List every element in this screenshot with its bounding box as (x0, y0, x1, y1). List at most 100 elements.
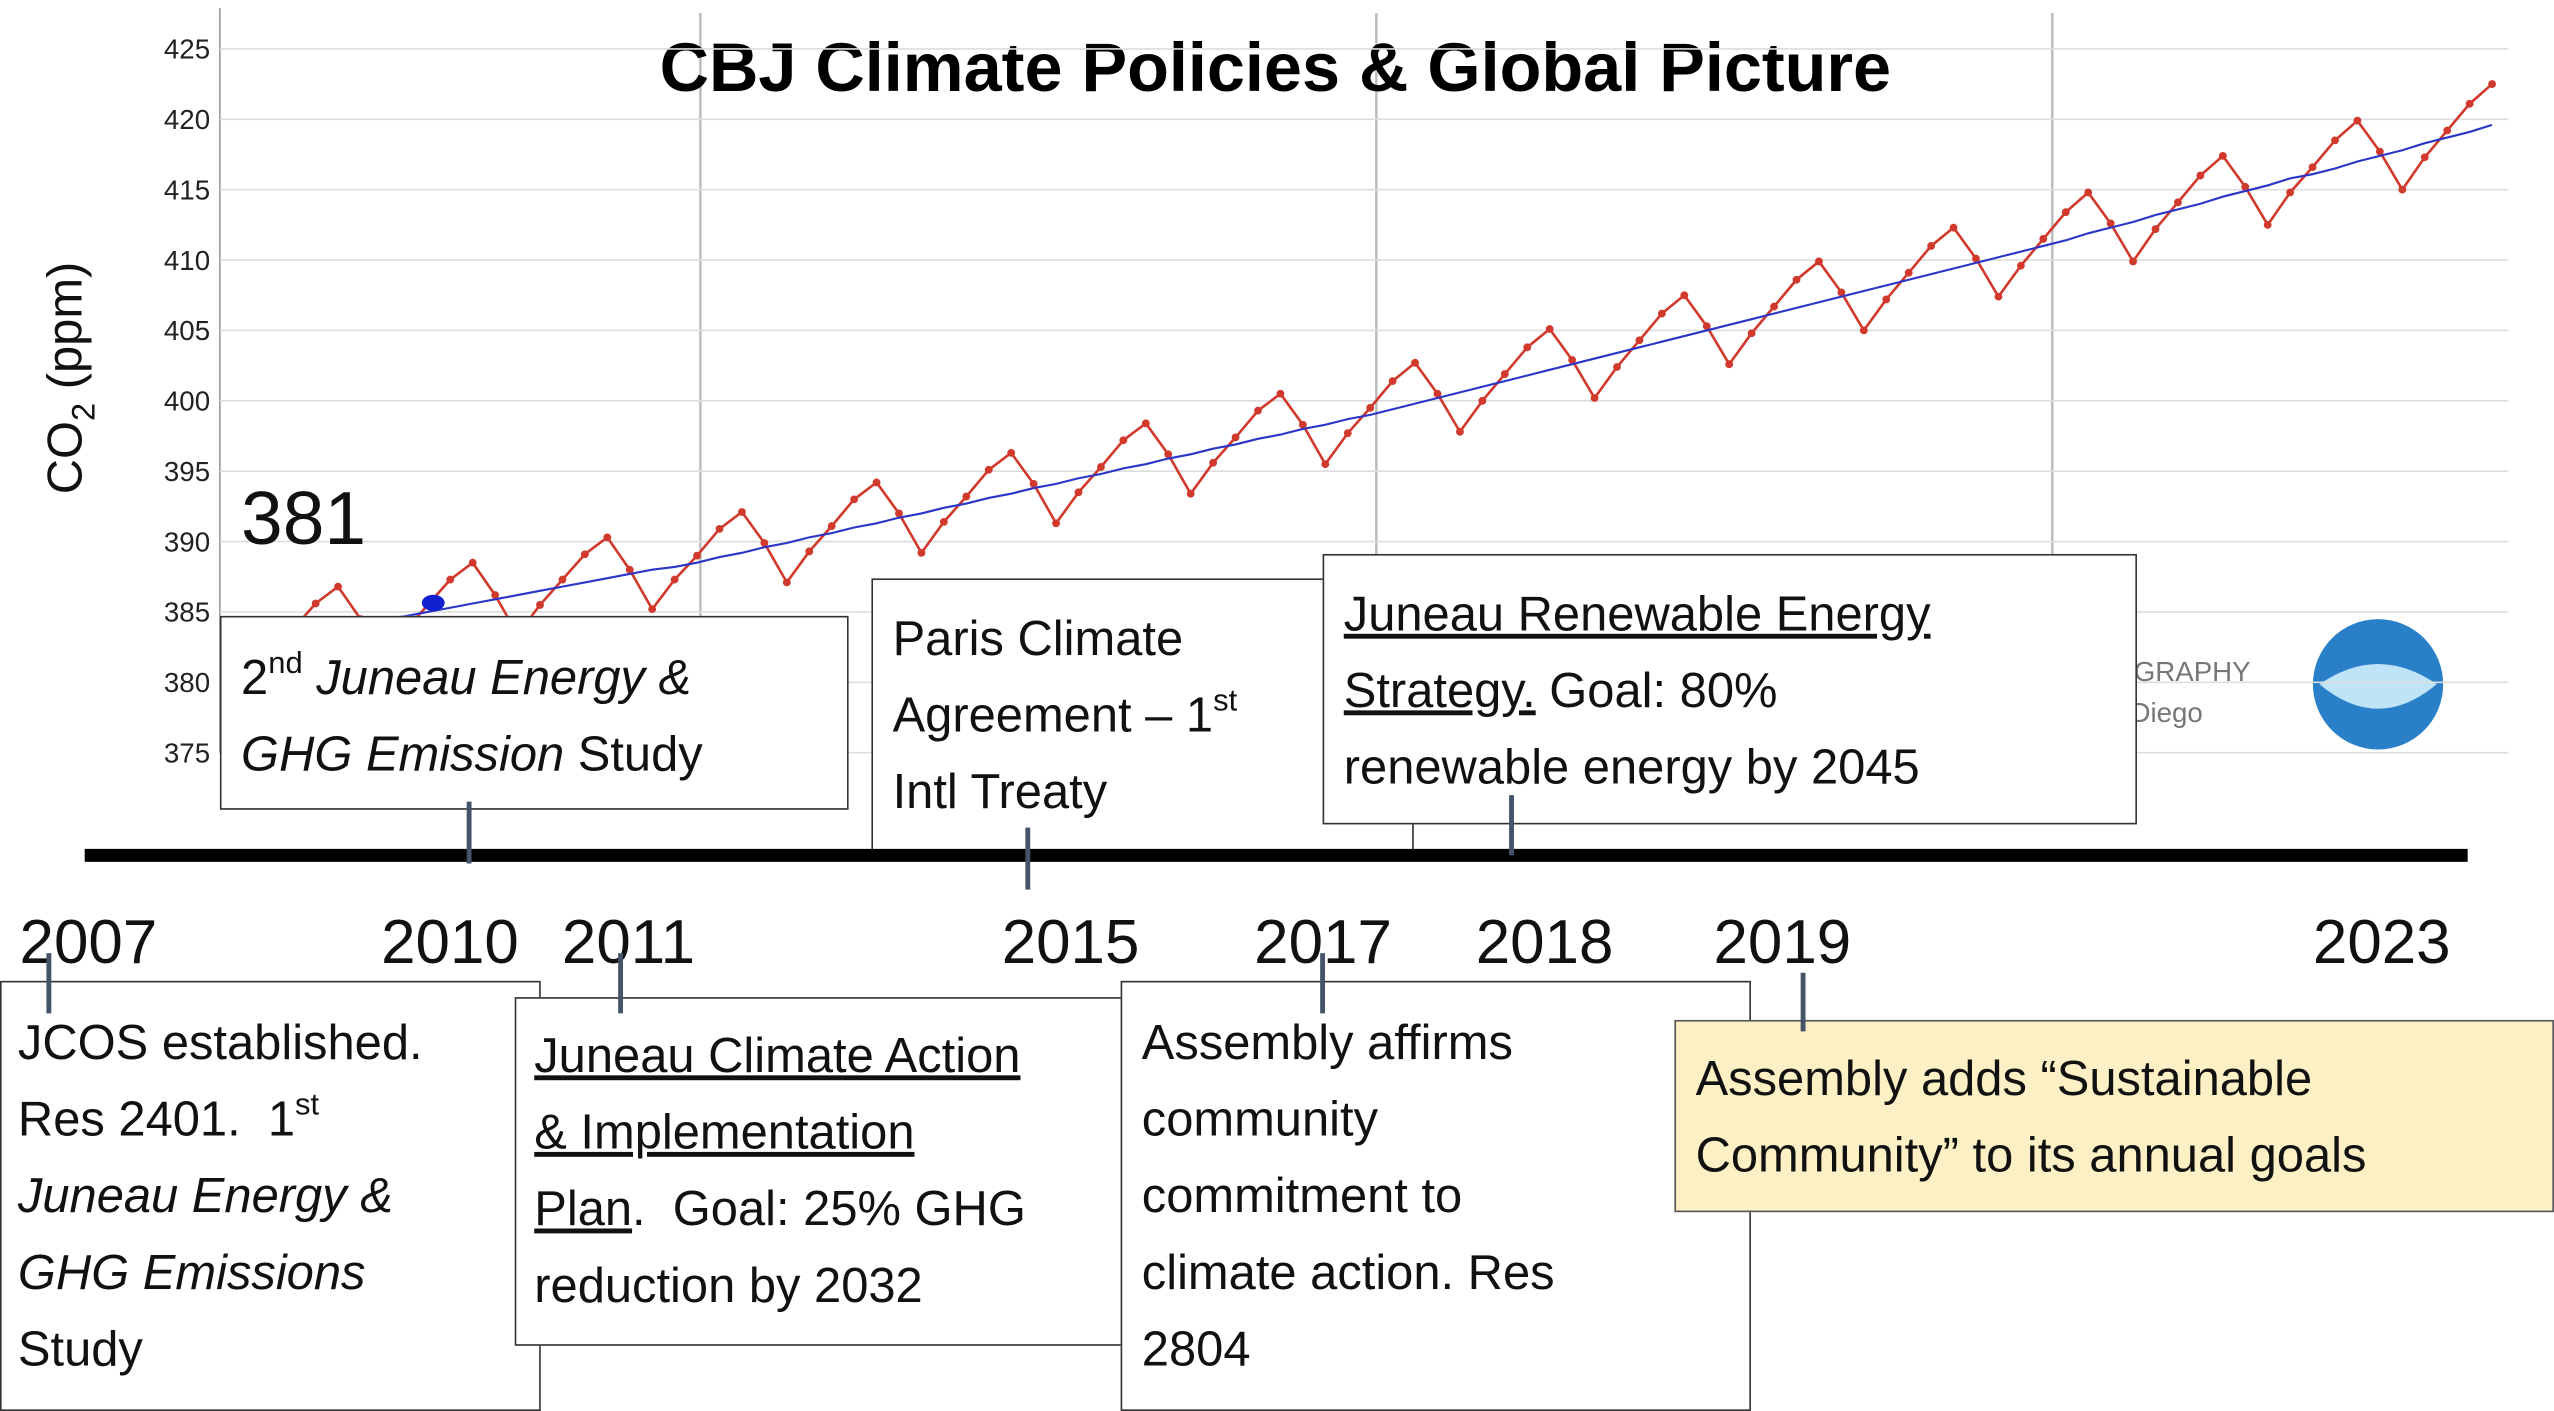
data-point (603, 533, 612, 542)
data-point (805, 547, 814, 556)
data-point (917, 548, 926, 557)
text: Paris Climate (892, 612, 1184, 667)
data-point (1949, 223, 1958, 232)
data-point (1882, 295, 1891, 304)
text: JCOS established. (17, 1016, 423, 1071)
data-point (1276, 389, 1285, 398)
data-point (1231, 433, 1240, 442)
y-label-part: (ppm) (38, 262, 92, 403)
data-point (648, 605, 657, 614)
data-point (939, 517, 948, 526)
event-box: Assembly adds “Sustainable Community” to … (1674, 1019, 2554, 1213)
year-label: 2018 (1475, 909, 1614, 978)
y-label-part: CO (38, 421, 92, 494)
text: Study (17, 1322, 143, 1377)
data-point (1029, 479, 1038, 488)
data-point (895, 509, 903, 518)
data-point (2331, 136, 2339, 145)
data-point (827, 522, 836, 531)
data-point (1635, 336, 1644, 345)
text: Intl Treaty (892, 765, 1108, 820)
text: Assembly adds “Sustainable (1695, 1052, 2313, 1107)
data-point (1523, 343, 1532, 352)
data-point (1007, 448, 1016, 457)
y-tick-label: 385 (164, 597, 210, 628)
text: Study (564, 728, 703, 783)
data-point (1052, 519, 1060, 528)
data-point (580, 550, 589, 559)
text: . Goal: 25% GHG (632, 1182, 1026, 1237)
data-point (1815, 257, 1823, 266)
data-point (1590, 394, 1599, 402)
data-point (491, 591, 500, 599)
event-box: Juneau Climate Action & Implementation Pla… (514, 997, 1124, 1346)
data-point (2420, 153, 2429, 162)
data-point (1388, 377, 1397, 386)
text: Assembly affirms (1141, 1016, 1513, 1071)
data-point (2465, 99, 2474, 108)
data-point (1164, 450, 1173, 459)
data-point (1792, 275, 1801, 284)
data-point (782, 578, 791, 587)
y-tick-label: 410 (164, 245, 210, 276)
data-point (625, 565, 634, 574)
text: st (1213, 684, 1238, 719)
data-point (693, 551, 701, 560)
data-point (1702, 322, 1711, 331)
data-point (984, 465, 993, 474)
event-box: JCOS established. Res 2401. 1st Juneau Ene… (0, 980, 541, 1411)
series-line (292, 123, 2493, 637)
data-point (1770, 302, 1778, 311)
year-label: 2011 (561, 909, 696, 978)
data-point (1859, 326, 1868, 335)
text: Juneau Energy & (302, 651, 692, 706)
y-tick-label: 400 (164, 386, 210, 417)
data-point (2061, 208, 2070, 217)
data-point (1994, 292, 2003, 301)
text: commitment to (1141, 1169, 1463, 1224)
data-point (311, 599, 320, 608)
data-point (2151, 225, 2160, 233)
event-box: 2nd Juneau Energy & GHG Emission Study (219, 615, 849, 810)
data-point (2263, 220, 2272, 229)
text: GHG Emissions (17, 1246, 366, 1301)
y-axis-label: CO2 (ppm) (38, 262, 101, 495)
text: 2 (241, 651, 269, 706)
data-point (2488, 80, 2496, 88)
data-point (2218, 151, 2227, 160)
year-label: 2007 (19, 909, 158, 978)
text: community (1141, 1093, 1379, 1148)
y-tick-label: 390 (164, 526, 210, 557)
data-point (468, 558, 477, 567)
data-point (2398, 185, 2407, 194)
y-tick-label: 395 (164, 456, 210, 487)
text: Strategy. (1343, 664, 1536, 719)
data-point (760, 539, 769, 547)
data-point (536, 601, 544, 609)
text: climate action. Res (1141, 1246, 1555, 1301)
data-point (2241, 182, 2250, 191)
data-point (872, 478, 881, 487)
data-point (1545, 325, 1554, 333)
data-point (1411, 358, 1419, 367)
y-tick-label: 375 (164, 738, 210, 769)
data-point (715, 524, 724, 533)
data-point (2443, 126, 2452, 135)
data-point (1657, 309, 1666, 318)
text: 2804 (1141, 1322, 1251, 1377)
text: Community” to its annual goals (1695, 1129, 2367, 1183)
text: Juneau Energy & (17, 1169, 393, 1224)
data-point (850, 495, 859, 504)
data-point (1904, 268, 1913, 277)
data-point (962, 492, 971, 501)
data-point (1321, 460, 1330, 469)
data-point (1972, 254, 1980, 263)
data-point (738, 508, 746, 516)
data-point (1927, 242, 1936, 250)
data-point (1186, 489, 1195, 498)
data-point (1568, 356, 1577, 364)
data-point (2106, 219, 2115, 228)
data-point (2039, 235, 2048, 243)
